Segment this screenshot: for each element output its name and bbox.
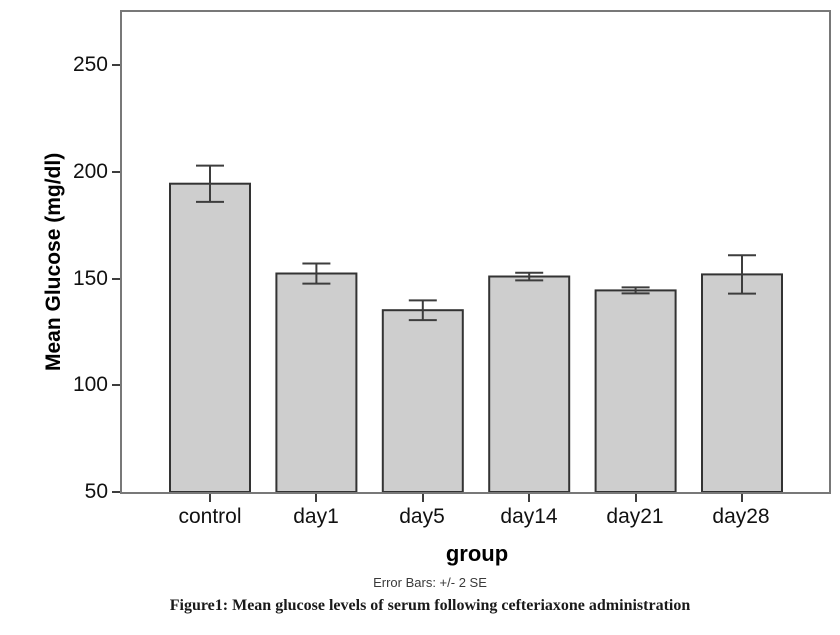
- x-tick-label-control: control: [178, 505, 242, 528]
- y-tick-label: 200: [72, 160, 108, 183]
- y-tick-label: 250: [72, 53, 108, 76]
- x-tick-label-day5: day5: [399, 505, 445, 528]
- y-tick-mark: [112, 384, 120, 386]
- x-tick-label-day1: day1: [293, 505, 339, 528]
- y-tick-label: 150: [72, 267, 108, 290]
- bar-day21: [594, 289, 677, 492]
- error-bar-day14: [515, 271, 544, 282]
- error-bars-footnote: Error Bars: +/- 2 SE: [373, 575, 487, 590]
- bar-day5: [381, 309, 464, 492]
- y-tick-mark: [112, 64, 120, 66]
- bar-day14: [488, 275, 571, 492]
- x-tick-mark: [209, 494, 211, 502]
- y-tick-mark: [112, 491, 120, 493]
- x-tick-mark: [422, 494, 424, 502]
- error-bar-day21: [621, 286, 650, 295]
- x-tick-label-day14: day14: [500, 505, 558, 528]
- bar-day1: [275, 272, 358, 492]
- error-bar-day28: [728, 254, 756, 295]
- x-tick-label-day28: day28: [712, 505, 770, 528]
- y-tick-label: 50: [84, 480, 108, 503]
- y-tick-label: 100: [72, 373, 108, 396]
- figure-caption: Figure1: Mean glucose levels of serum fo…: [169, 597, 691, 614]
- bar-day28: [701, 273, 783, 492]
- error-bar-day1: [302, 262, 331, 285]
- error-bar-control: [196, 164, 224, 203]
- x-tick-mark: [315, 494, 317, 502]
- plot-area: [120, 10, 831, 494]
- x-axis-title: group: [445, 541, 509, 566]
- x-tick-mark: [741, 494, 743, 502]
- y-tick-mark: [112, 171, 120, 173]
- x-tick-label-day21: day21: [606, 505, 664, 528]
- y-tick-mark: [112, 278, 120, 280]
- x-tick-mark: [528, 494, 530, 502]
- bar-control: [169, 182, 251, 492]
- error-bar-day5: [408, 299, 437, 322]
- y-axis-title: Mean Glucose (mg/dl): [42, 152, 65, 371]
- x-tick-mark: [635, 494, 637, 502]
- bar-chart: [169, 164, 783, 492]
